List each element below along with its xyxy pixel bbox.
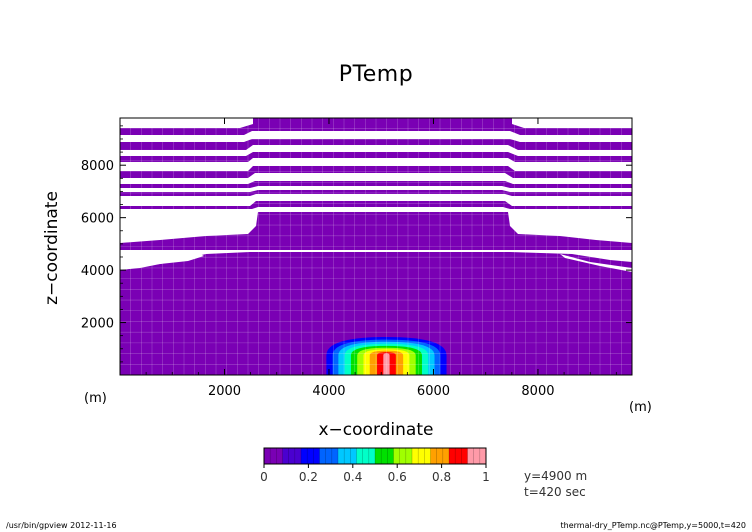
colorbar-swatch <box>338 448 357 464</box>
x-tick-label: 4000 <box>312 384 345 399</box>
time-annotation: t=420 sec <box>524 485 586 499</box>
plot-grid <box>120 118 632 375</box>
footer-right-text: thermal-dry_PTemp.nc@PTemp,y=5000,t=420 <box>560 521 746 530</box>
colorbar-swatch <box>264 448 283 464</box>
colorbar-swatch <box>412 448 431 464</box>
z-tick-label: 8000 <box>81 159 114 174</box>
x-tick-label: 6000 <box>417 384 450 399</box>
colorbar-tick-label: 0.2 <box>299 470 318 484</box>
footer-left-text: /usr/bin/gpview 2012-11-16 <box>6 521 117 530</box>
colorbar-tick-label: 0 <box>260 470 268 484</box>
z-tick-label: 2000 <box>81 317 114 332</box>
x-axis-label: x−coordinate <box>318 420 434 440</box>
y-axis-unit: (m) <box>84 391 107 406</box>
x-tick-label: 8000 <box>521 384 554 399</box>
colorbar-swatch <box>393 448 413 464</box>
axis-ticks: 2000 4000 6000 8000 2000 4000 6000 8000 <box>81 118 632 399</box>
z-tick-label: 4000 <box>81 264 114 279</box>
colorbar-swatch <box>301 448 320 464</box>
colorbar-swatch <box>467 448 487 464</box>
z-tick-label: 6000 <box>81 212 114 227</box>
colorbar-swatch <box>375 448 394 464</box>
contour-level-1 <box>383 353 390 375</box>
colorbar-tick-label: 1 <box>482 470 490 484</box>
chart-title: PTemp <box>338 62 414 87</box>
plot-frame <box>119 117 633 376</box>
masked-bands <box>120 118 632 272</box>
colorbar-frame <box>263 447 487 465</box>
colorbar-swatch <box>356 448 376 464</box>
colorbar: 0 0.2 0.4 0.6 0.8 1 <box>260 447 490 484</box>
colorbar-swatch <box>449 448 468 464</box>
y-position-annotation: y=4900 m <box>524 469 588 483</box>
temperature-bubble <box>326 336 447 375</box>
colorbar-swatch <box>282 448 302 464</box>
colorbar-tick-label: 0.8 <box>432 470 451 484</box>
x-axis-unit: (m) <box>629 400 652 415</box>
colorbar-swatch <box>319 448 339 464</box>
colorbar-tick-label: 0.4 <box>343 470 362 484</box>
colorbar-swatch <box>430 448 450 464</box>
colorbar-tick-label: 0.6 <box>388 470 407 484</box>
x-tick-label: 2000 <box>208 384 241 399</box>
y-axis-label: z−coordinate <box>42 191 62 305</box>
